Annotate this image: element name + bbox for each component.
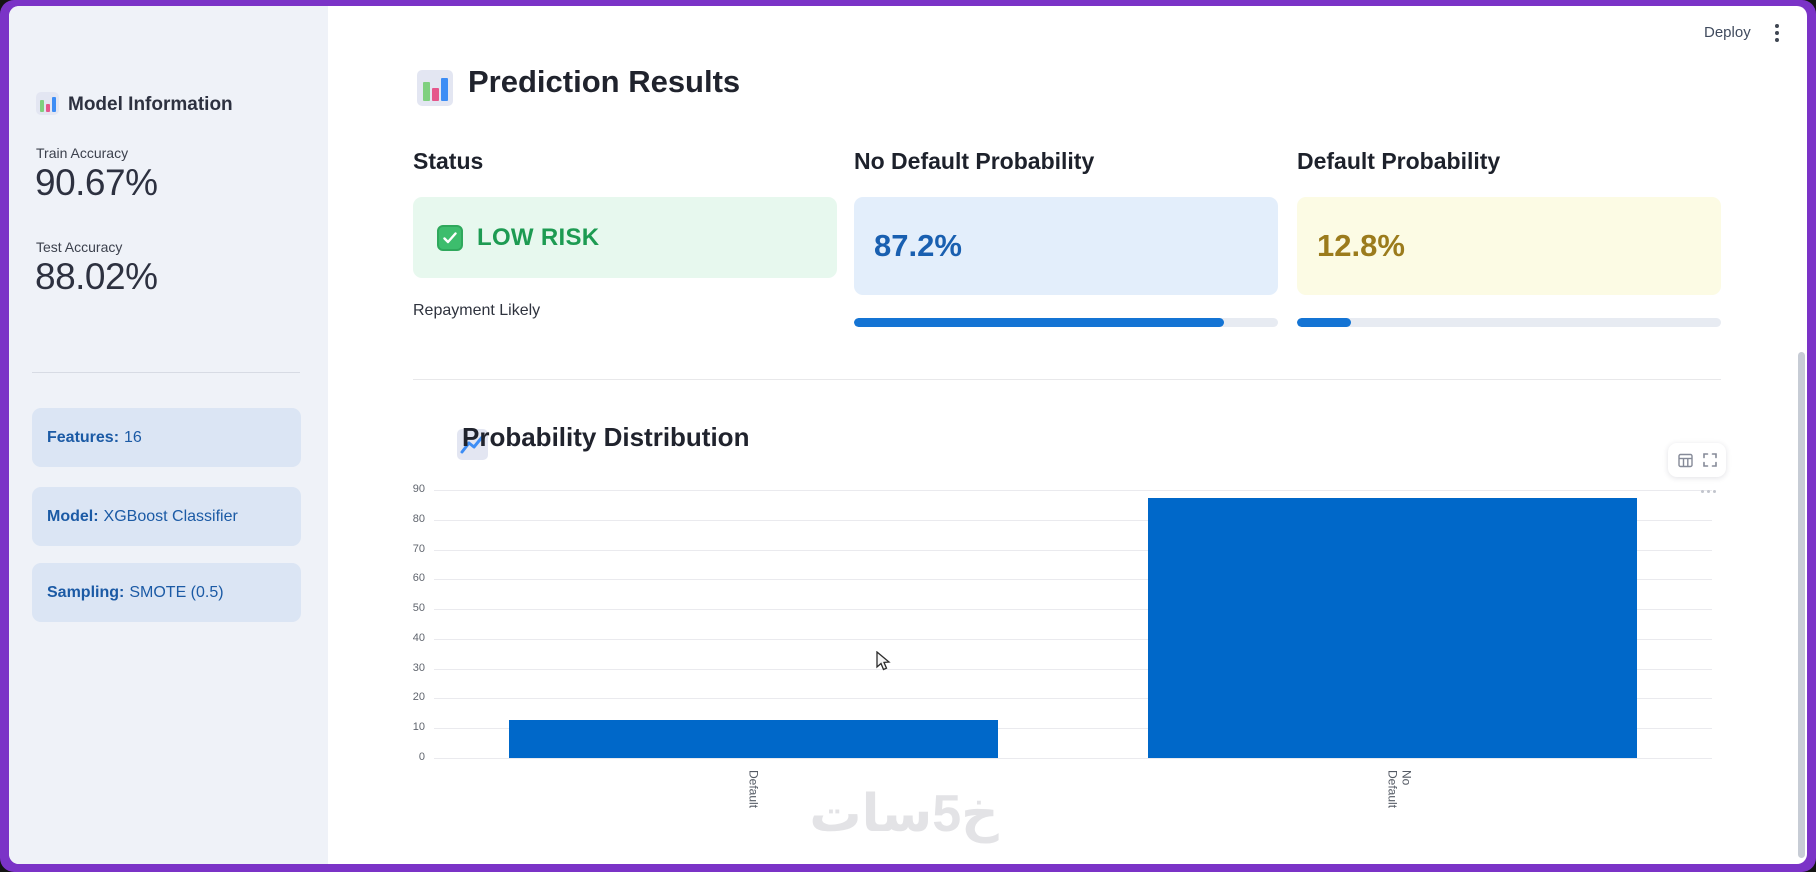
chart-increasing-icon xyxy=(457,429,489,460)
status-heading: Status xyxy=(413,148,484,174)
x-tick-label: No Default xyxy=(1385,770,1414,809)
bar-chart-icon xyxy=(36,92,59,115)
y-tick-label: 60 xyxy=(412,572,425,585)
status-badge: LOW RISK xyxy=(413,197,837,278)
info-value: XGBoost Classifier xyxy=(103,507,238,525)
info-box-sampling: Sampling: SMOTE (0.5) xyxy=(32,563,301,622)
y-tick-label: 10 xyxy=(412,721,425,734)
status-caption: Repayment Likely xyxy=(413,302,541,319)
deploy-button[interactable]: Deploy xyxy=(1704,24,1751,41)
default-value-box: 12.8% xyxy=(1297,197,1721,295)
x-tick-label: Default xyxy=(746,770,761,809)
app-window: Model Information Train Accuracy 90.67% … xyxy=(9,6,1807,864)
gridline xyxy=(434,638,1712,640)
gridline xyxy=(434,519,1712,521)
info-box-features: Features: 16 xyxy=(32,408,301,467)
default-progress xyxy=(1297,318,1721,327)
mouse-cursor xyxy=(876,650,892,678)
khamsat-watermark: خ5سات xyxy=(809,785,999,843)
gridline xyxy=(434,549,1712,551)
default-heading: Default Probability xyxy=(1297,148,1501,174)
sidebar-divider xyxy=(32,372,300,373)
no-default-value: 87.2% xyxy=(874,228,962,263)
vertical-scrollbar[interactable] xyxy=(1798,352,1805,858)
bar-chart-icon xyxy=(417,70,453,106)
progress-fill xyxy=(1297,318,1352,327)
metric-label: Train Accuracy xyxy=(36,145,129,161)
gridline xyxy=(434,579,1712,581)
y-tick-label: 70 xyxy=(412,542,425,555)
bar-default xyxy=(509,719,998,758)
check-mark-icon xyxy=(437,224,463,251)
gridline xyxy=(434,668,1712,670)
no-default-value-box: 87.2% xyxy=(854,197,1278,295)
progress-fill xyxy=(854,318,1224,327)
sidebar-title: Model Information xyxy=(68,94,233,115)
sidebar: Model Information Train Accuracy 90.67% … xyxy=(9,6,328,864)
y-tick-label: 20 xyxy=(412,691,425,704)
gridline xyxy=(434,490,1712,491)
info-box-model: Model: XGBoost Classifier xyxy=(32,487,301,546)
y-tick-label: 30 xyxy=(412,661,425,674)
info-label: Sampling: xyxy=(47,583,125,601)
default-value: 12.8% xyxy=(1317,228,1405,263)
gridline xyxy=(434,728,1712,730)
status-label: LOW RISK xyxy=(477,223,600,251)
info-label: Model: xyxy=(47,507,99,525)
fullscreen-icon[interactable] xyxy=(1702,453,1717,467)
gridline xyxy=(434,609,1712,611)
y-tick-label: 0 xyxy=(418,751,425,763)
bar-no-default xyxy=(1148,498,1637,758)
y-tick-label: 80 xyxy=(412,512,425,525)
no-default-heading: No Default Probability xyxy=(854,148,1095,174)
no-default-progress xyxy=(854,318,1278,327)
metric-label: Test Accuracy xyxy=(36,239,123,255)
chart-y-axis: 0 10 20 30 40 50 60 70 80 90 xyxy=(393,483,425,763)
section-title: Probability Distribution xyxy=(462,422,750,452)
info-value: 16 xyxy=(124,428,142,446)
section-divider xyxy=(413,379,1721,380)
chart-plot: Default No Default xyxy=(434,490,1712,808)
info-value: SMOTE (0.5) xyxy=(129,583,224,601)
gridline xyxy=(434,698,1712,700)
kebab-menu-icon[interactable] xyxy=(1775,21,1779,45)
y-tick-label: 40 xyxy=(412,631,425,644)
y-tick-label: 90 xyxy=(412,483,425,495)
info-label: Features: xyxy=(47,428,120,446)
metric-value: 90.67% xyxy=(35,162,158,203)
gridline xyxy=(434,758,1712,759)
chart-toolbar xyxy=(1668,443,1726,477)
table-view-icon[interactable] xyxy=(1677,453,1693,468)
ellipsis-icon[interactable] xyxy=(1701,490,1716,493)
page-title: Prediction Results xyxy=(468,64,741,99)
y-tick-label: 50 xyxy=(412,602,425,615)
metric-value: 88.02% xyxy=(35,256,158,297)
